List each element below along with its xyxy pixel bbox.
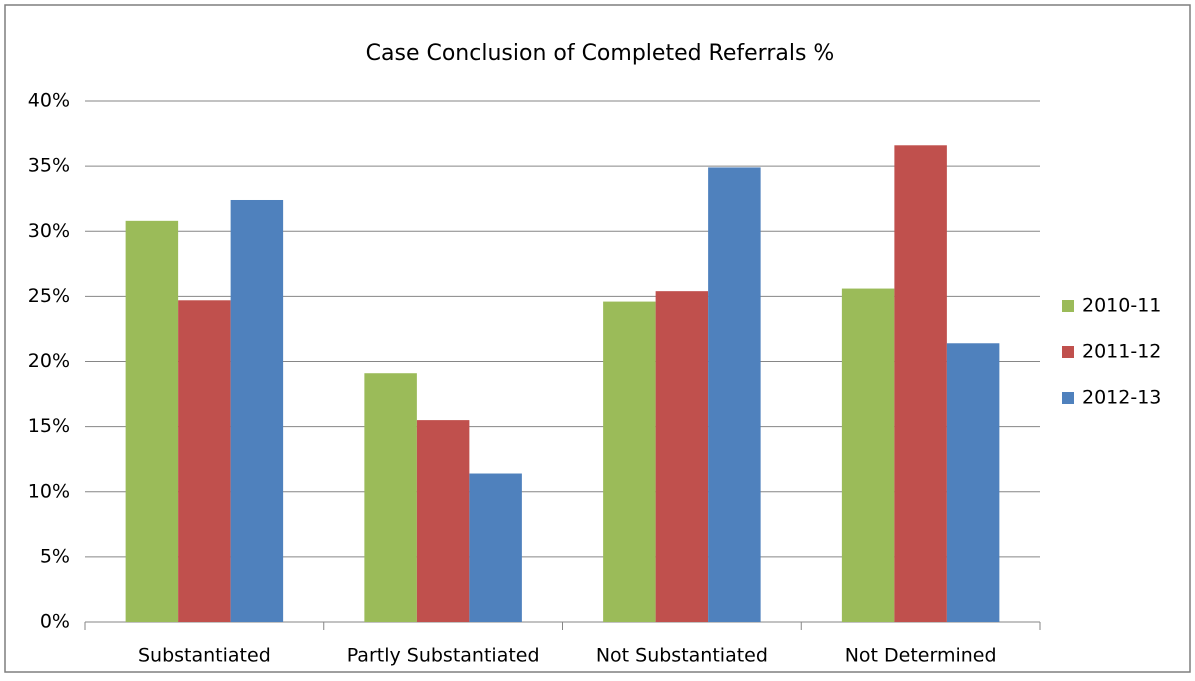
bar [946, 343, 1000, 622]
x-tick-label: Substantiated [138, 645, 271, 667]
bar [469, 473, 522, 622]
y-tick-label: 35% [28, 155, 70, 177]
legend-label: 2010-11 [1082, 295, 1161, 317]
x-tick-label: Not Determined [845, 645, 997, 667]
legend-label: 2012-13 [1082, 387, 1161, 409]
bar [841, 288, 895, 622]
y-tick-label: 0% [40, 611, 70, 633]
bar [364, 373, 417, 622]
x-tick-label: Not Substantiated [596, 645, 768, 667]
y-tick-label: 30% [28, 220, 70, 242]
y-tick-label: 15% [28, 415, 70, 437]
bar [178, 300, 231, 622]
bar [125, 220, 179, 622]
y-tick-label: 10% [28, 480, 70, 502]
bar [603, 301, 656, 622]
y-tick-label: 5% [40, 545, 70, 567]
legend-label: 2011-12 [1082, 341, 1161, 363]
legend-swatch [1062, 346, 1074, 358]
bar [230, 199, 284, 623]
bar [708, 167, 761, 623]
x-tick-label: Partly Substantiated [347, 645, 540, 667]
y-tick-label: 25% [28, 285, 70, 307]
chart-title: Case Conclusion of Completed Referrals % [366, 41, 835, 66]
bar [894, 145, 947, 622]
y-tick-label: 20% [28, 350, 70, 372]
y-tick-label: 40% [28, 90, 70, 112]
bar [655, 291, 709, 622]
legend-swatch [1062, 300, 1074, 312]
legend-swatch [1062, 392, 1074, 404]
bar [416, 420, 470, 622]
